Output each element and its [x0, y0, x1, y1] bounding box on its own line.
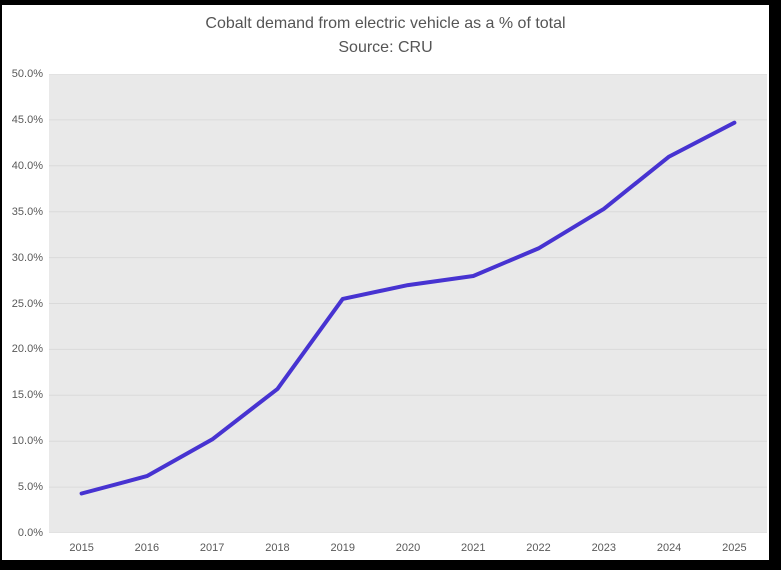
x-tick-label: 2024 [656, 542, 682, 554]
x-tick-label: 2025 [722, 542, 747, 554]
chart-title: Cobalt demand from electric vehicle as a… [205, 15, 566, 32]
y-tick-label: 25.0% [11, 297, 43, 310]
y-tick-label: 0.0% [17, 527, 43, 539]
y-tick-label: 30.0% [11, 251, 43, 264]
line-chart-svg [49, 74, 767, 533]
y-tick-label: 20.0% [11, 343, 43, 356]
y-tick-label: 35.0% [11, 205, 43, 218]
x-tick-label: 2016 [134, 542, 160, 554]
series-line [79, 120, 737, 496]
y-tick-label: 40.0% [11, 159, 43, 172]
x-tick-label: 2021 [461, 542, 486, 554]
chart-subtitle: Source: CRU [338, 39, 433, 56]
chart-title-block: Cobalt demand from electric vehicle as a… [2, 12, 769, 59]
y-tick-label: 10.0% [11, 435, 43, 448]
x-tick-label: 2017 [199, 542, 225, 554]
y-tick-label: 50.0% [11, 68, 43, 80]
y-tick-label: 15.0% [11, 389, 43, 402]
x-tick-label: 2018 [265, 542, 290, 554]
y-tick-label: 5.0% [17, 481, 43, 494]
y-tick-label: 45.0% [11, 113, 43, 126]
x-tick-label: 2015 [69, 542, 94, 554]
x-tick-label: 2020 [395, 542, 421, 554]
plot-area [49, 74, 767, 533]
x-tick-label: 2019 [330, 542, 355, 554]
x-tick-label: 2022 [526, 542, 551, 554]
x-tick-label: 2023 [591, 542, 617, 554]
